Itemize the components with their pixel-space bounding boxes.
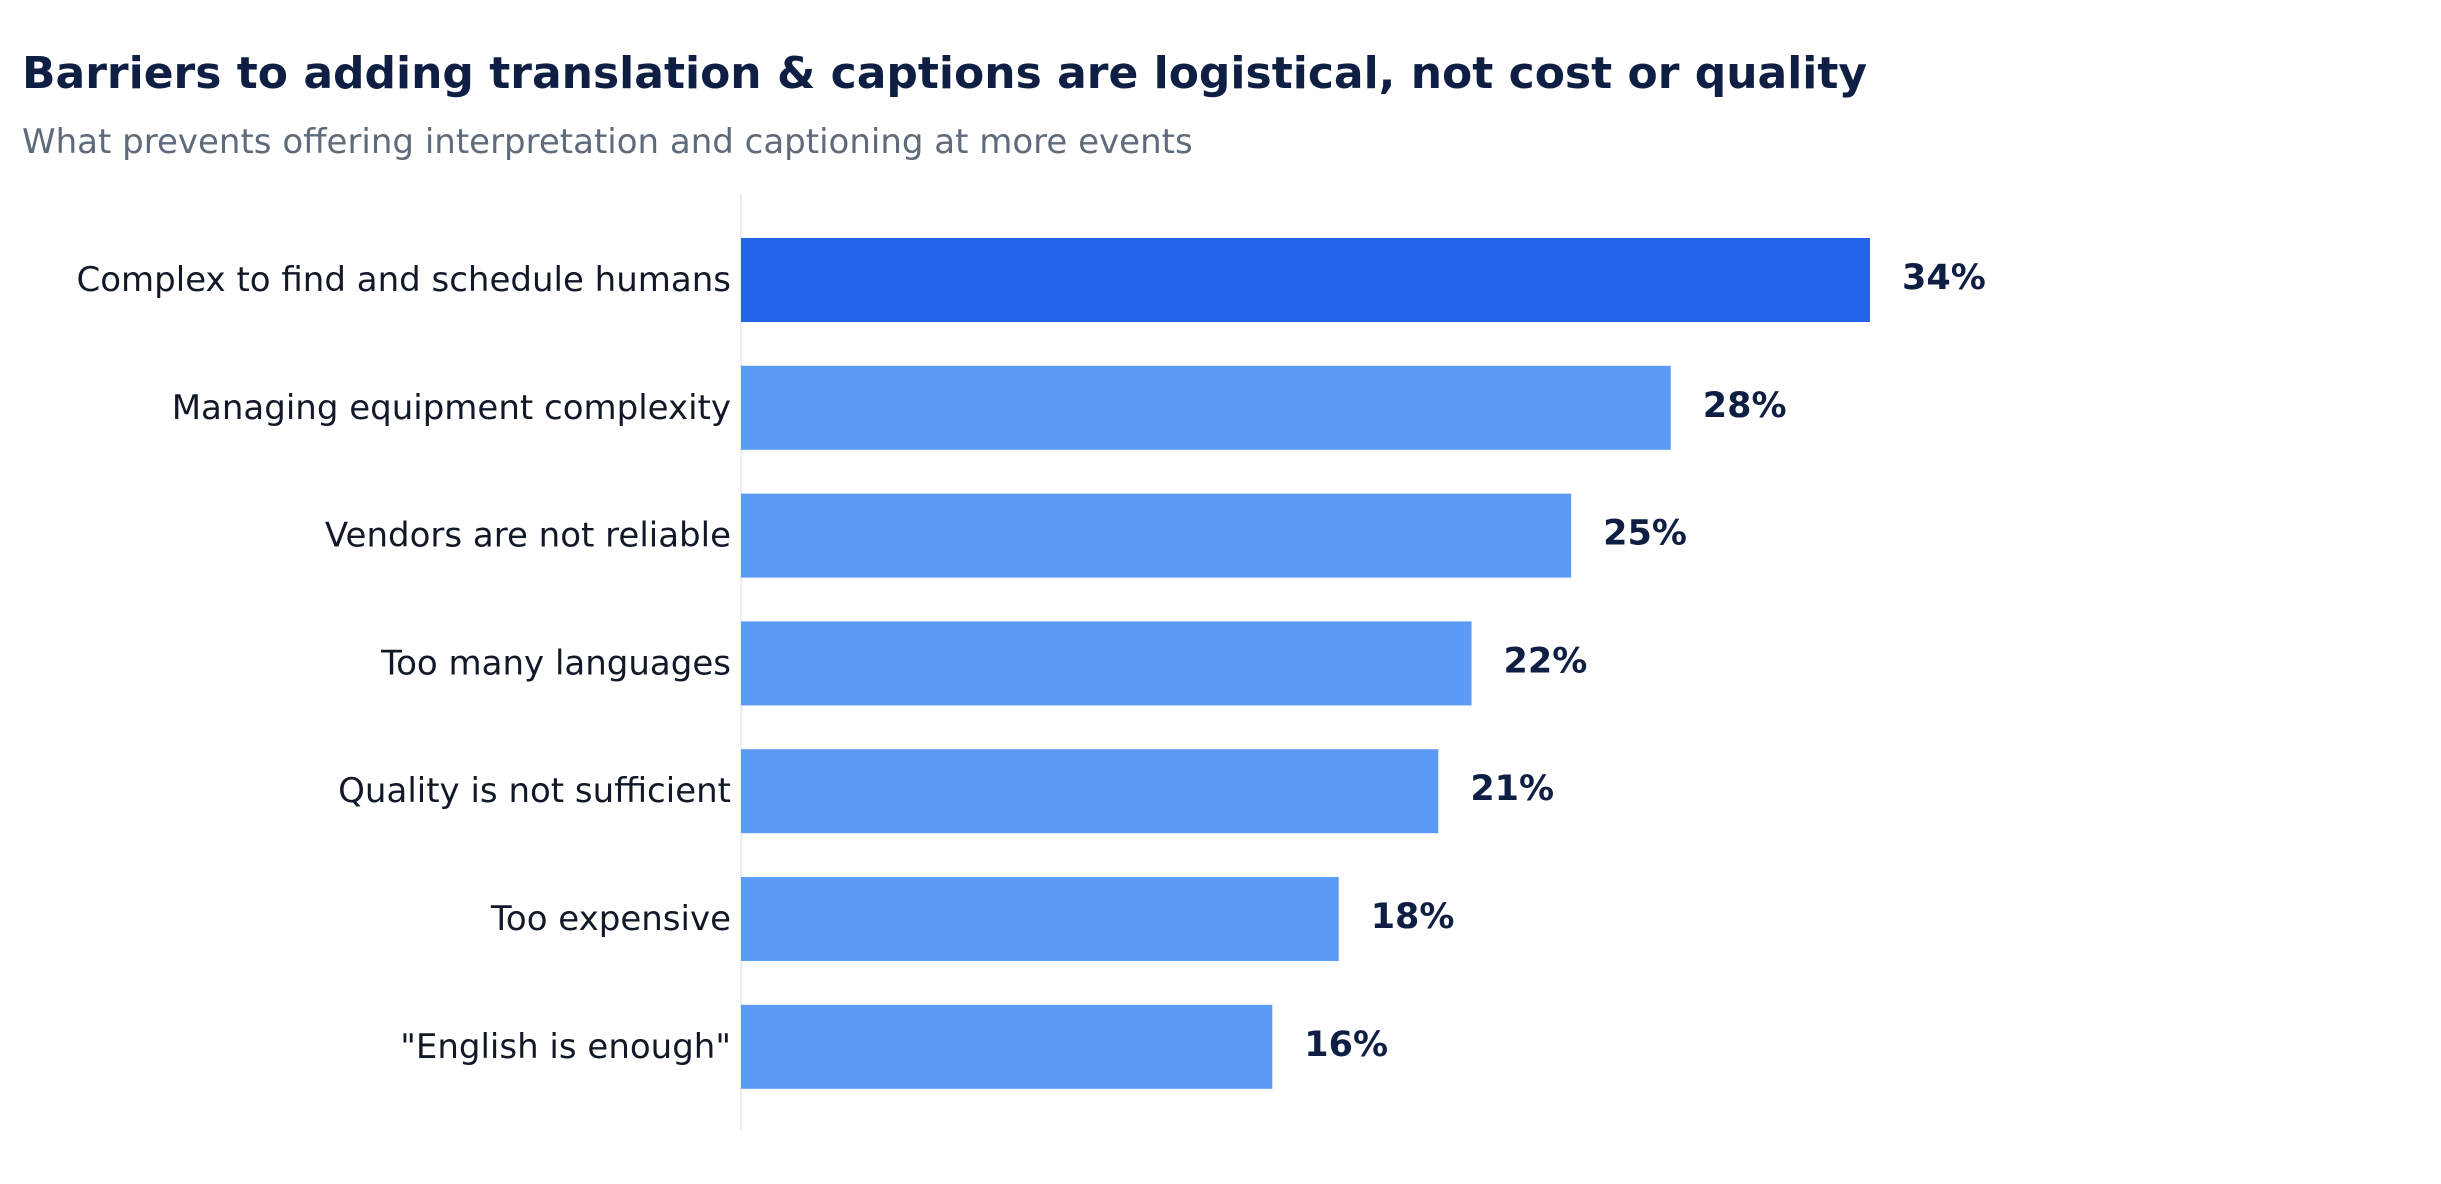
category-label-6: "English is enough" xyxy=(400,1027,731,1067)
value-label-0: 34% xyxy=(1902,258,1986,298)
category-label-2: Vendors are not reliable xyxy=(325,516,731,556)
bar-2 xyxy=(741,493,1572,578)
category-label-4: Quality is not sufficient xyxy=(338,771,731,811)
bar-3 xyxy=(741,621,1472,706)
value-label-2: 25% xyxy=(1603,514,1687,554)
bar-5 xyxy=(741,877,1339,961)
value-label-6: 16% xyxy=(1304,1025,1388,1065)
chart-subtitle: What prevents offering interpretation an… xyxy=(22,122,1193,162)
value-label-3: 22% xyxy=(1504,641,1588,681)
bar-0 xyxy=(741,238,1870,322)
bar-4 xyxy=(741,749,1439,834)
category-label-1: Managing equipment complexity xyxy=(172,388,731,428)
value-label-1: 28% xyxy=(1703,386,1787,426)
bars-group: Complex to find and schedule humans 34% Ma… xyxy=(77,238,1986,1089)
chart-title: Barriers to adding translation & caption… xyxy=(22,48,1868,99)
value-label-5: 18% xyxy=(1371,897,1455,937)
bar-6 xyxy=(741,1004,1273,1089)
category-label-0: Complex to find and schedule humans xyxy=(77,260,732,300)
bar-1 xyxy=(741,365,1671,450)
category-label-5: Too expensive xyxy=(490,899,731,939)
value-label-4: 21% xyxy=(1470,769,1554,809)
category-label-3: Too many languages xyxy=(380,643,731,683)
